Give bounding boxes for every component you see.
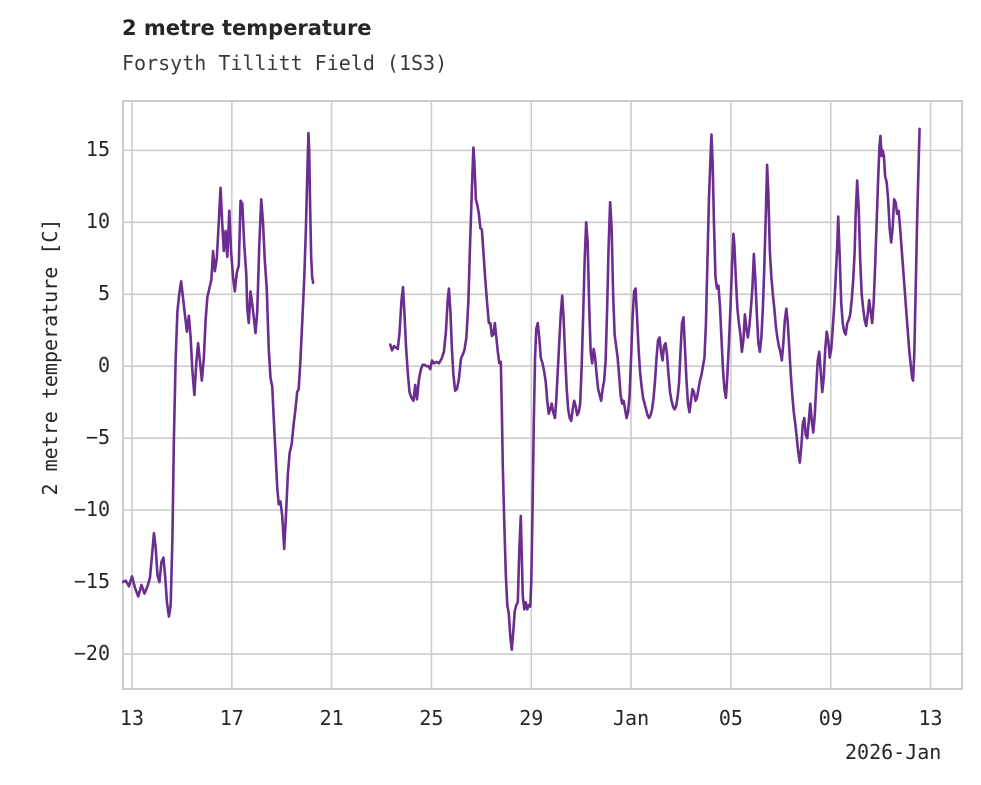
x-axis-ticks: 13 17 21 25 29 Jan 05 09 13 (0, 706, 981, 746)
x-tick-label: 13 (918, 706, 943, 730)
x-tick-label: 05 (718, 706, 743, 730)
x-tick-label: 29 (519, 706, 544, 730)
y-tick-label: 10 (85, 209, 110, 234)
page-title: 2 metre temperature (122, 16, 372, 40)
y-tick-label: 0 (97, 353, 110, 378)
x-axis-caption: 2026-Jan (845, 740, 942, 764)
x-tick-label: 09 (818, 706, 843, 730)
plot-frame (122, 100, 963, 690)
y-tick-label: −20 (73, 641, 110, 666)
x-tick-label: 13 (119, 706, 145, 730)
series-path (122, 131, 315, 618)
y-axis-label: 2 metre temperature [C] (38, 218, 62, 496)
x-tick-label: 25 (419, 706, 444, 730)
data-series-line (122, 127, 921, 652)
y-tick-label: 5 (97, 281, 110, 306)
y-tick-label: 15 (85, 137, 110, 162)
x-tick-label: Jan (613, 706, 650, 730)
x-tick-label: 21 (319, 706, 344, 730)
y-tick-label: −15 (73, 569, 110, 594)
x-tick-label: 17 (219, 706, 244, 730)
gridlines (122, 100, 963, 690)
y-axis-ticks: 15 10 5 0 −5 −10 −15 −20 (0, 0, 110, 785)
y-tick-label: −5 (85, 425, 110, 450)
plot-canvas (122, 100, 963, 690)
y-tick-label: −10 (73, 497, 110, 522)
chart-subtitle: Forsyth Tillitt Field (1S3) (122, 51, 448, 75)
series-path (388, 127, 921, 652)
